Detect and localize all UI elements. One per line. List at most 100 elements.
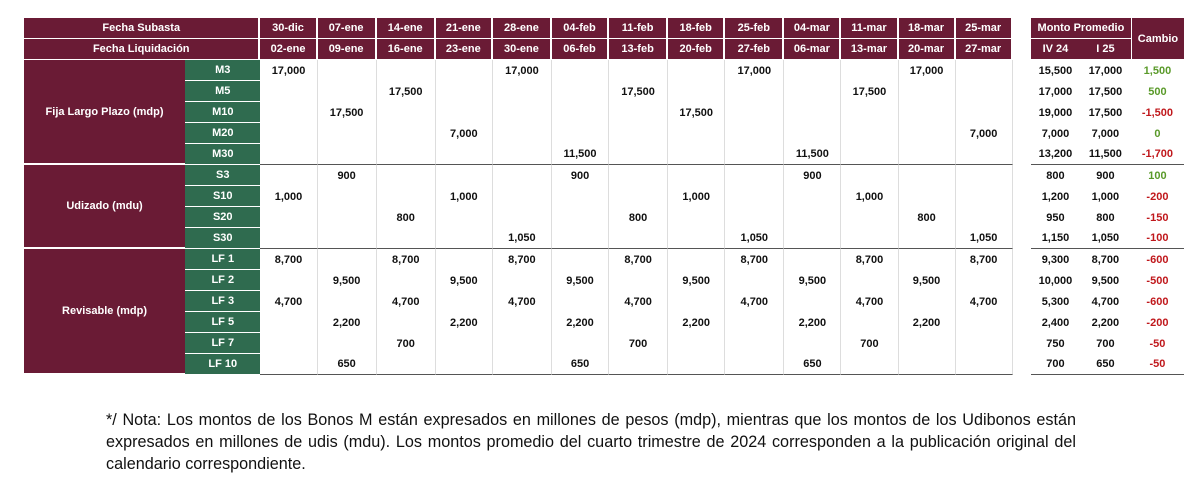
amount-cell	[955, 144, 1013, 165]
avg-period-header: I 25	[1079, 39, 1131, 60]
amount-cell	[609, 60, 669, 81]
amount-cell	[725, 186, 785, 207]
amount-cell	[318, 207, 377, 228]
bond-code: LF 2	[185, 270, 261, 291]
amount-cell	[668, 228, 726, 249]
amount-cell: 4,700	[841, 291, 899, 312]
amount-cell	[725, 165, 785, 186]
settlement-date: 02-ene	[260, 39, 318, 60]
bond-code: M20	[185, 123, 261, 144]
amount-cell	[435, 144, 493, 165]
auction-table: Fecha Subasta 30-dic 07-ene 14-ene 21-ene 28-…	[24, 18, 1184, 375]
settlement-date: 16-ene	[376, 39, 436, 60]
amount-cell: 1,000	[841, 186, 899, 207]
bond-code: M10	[185, 102, 261, 123]
avg-amount-cell: 2,400	[1041, 316, 1070, 329]
auction-date: 21-ene	[435, 18, 493, 39]
amount-cell	[551, 228, 610, 249]
row-gap	[1013, 81, 1031, 102]
amount-cell: 4,700	[260, 291, 318, 312]
amount-cell: 700	[377, 333, 436, 354]
amount-cell: 17,000	[260, 60, 318, 81]
amount-cell: 2,200	[668, 312, 726, 333]
amount-cell: 2,200	[784, 312, 842, 333]
group-label: Revisable (mdp)	[24, 249, 186, 375]
amount-cell	[898, 144, 956, 165]
amount-cell	[668, 333, 726, 354]
change-cell: -150	[1146, 211, 1169, 224]
amount-cell	[956, 207, 1013, 228]
amount-cell	[260, 228, 318, 249]
amount-cell	[841, 102, 899, 123]
amount-cell	[899, 291, 956, 312]
amount-cell: 2,200	[318, 312, 377, 333]
bond-code: LF 7	[185, 333, 261, 354]
amount-cell: 9,500	[552, 270, 610, 291]
settlement-date: 13-mar	[841, 39, 899, 60]
amount-cell	[956, 81, 1013, 102]
table-row: LF 5 2,200 2,200 2,200 2,200 2,200 2,200 2,400 2…	[24, 312, 1184, 333]
amount-cell	[260, 333, 318, 354]
amount-cell: 1,050	[725, 228, 785, 249]
avg-amount-cell: 17,000	[1088, 64, 1123, 77]
avg-amount-cell: 950	[1046, 211, 1065, 224]
row-gap	[1013, 123, 1031, 144]
avg-amount-cell: 750	[1046, 337, 1065, 350]
amount-cell	[377, 60, 436, 81]
change-header: Cambio	[1130, 18, 1184, 60]
avg-amount-cell: 1,000	[1091, 190, 1120, 203]
amount-cell	[493, 186, 552, 207]
amount-cell	[436, 165, 493, 186]
amount-cell	[436, 333, 493, 354]
bond-code: LF 10	[185, 354, 261, 375]
amount-cell	[668, 291, 726, 312]
amount-cell: 1,000	[260, 186, 318, 207]
table-row: LF 10 650 650 650 700 650 -50	[24, 354, 1184, 375]
amount-cell: 800	[899, 207, 956, 228]
amount-cell	[318, 249, 377, 270]
change-cell: 1,500	[1143, 64, 1172, 77]
row-gap	[1013, 186, 1031, 207]
group-label: Fija Largo Plazo (mdp)	[24, 60, 186, 165]
amount-cell: 2,200	[436, 312, 493, 333]
group-label: Udizado (mdu)	[24, 165, 186, 249]
amount-cell	[376, 354, 436, 375]
amount-cell: 8,700	[725, 249, 785, 270]
amount-cell	[668, 123, 726, 144]
table-row: M30 11,500 11,500 13,200 11,500 -1,700	[24, 144, 1184, 165]
amount-cell	[260, 354, 318, 375]
amount-cell	[260, 123, 318, 144]
bond-code: LF 1	[185, 249, 261, 270]
amount-cell: 1,000	[668, 186, 726, 207]
amount-cell	[725, 333, 785, 354]
amount-cell: 4,700	[493, 291, 552, 312]
amount-cell: 17,000	[899, 60, 956, 81]
amount-cell: 700	[609, 333, 669, 354]
table-row: Fija Largo Plazo (mdp) M3 17,000 17,000 17,0…	[24, 60, 1184, 165]
amount-cell: 11,500	[551, 144, 610, 165]
auction-date: 11-mar	[841, 18, 899, 39]
amount-cell	[552, 186, 610, 207]
auction-date: 28-ene	[492, 18, 552, 39]
avg-amount-cell: 11,500	[1079, 144, 1131, 165]
amount-cell	[956, 186, 1013, 207]
amount-cell: 7,000	[436, 123, 493, 144]
amount-cell	[784, 228, 842, 249]
amount-cell	[376, 228, 436, 249]
amount-cell	[318, 60, 377, 81]
amount-cell: 900	[318, 165, 377, 186]
header-row-settlement: Fecha Liquidación 02-ene 09-ene 16-ene 23-en…	[24, 39, 1184, 60]
amount-cell	[318, 333, 377, 354]
amount-cell: 17,500	[609, 81, 669, 102]
amount-cell	[956, 270, 1013, 291]
settlement-date: 06-mar	[784, 39, 842, 60]
amount-cell: 8,700	[377, 249, 436, 270]
settlement-date: 20-mar	[898, 39, 956, 60]
amount-cell	[609, 312, 669, 333]
auction-date: 04-mar	[784, 18, 842, 39]
amount-cell: 8,700	[260, 249, 318, 270]
amount-cell: 650	[784, 354, 842, 375]
table-row: S20 800 800 800 950 800 -150	[24, 207, 1184, 228]
bond-code: LF 3	[185, 291, 261, 312]
settlement-date: 27-feb	[725, 39, 785, 60]
